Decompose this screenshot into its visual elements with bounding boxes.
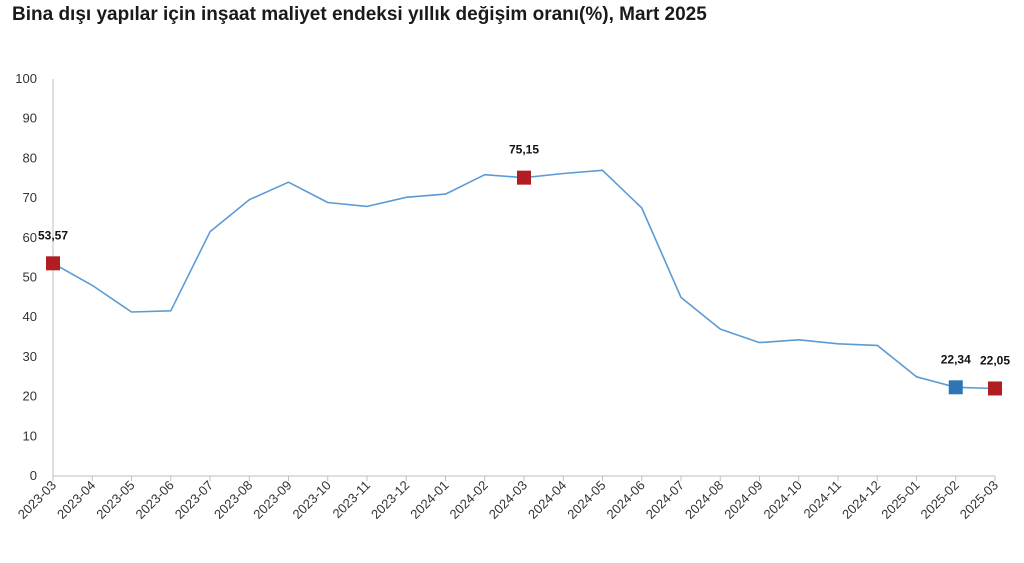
x-axis: 2023-032023-042023-052023-062023-072023-…: [15, 475, 1001, 522]
x-tick-label: 2024-03: [486, 478, 530, 522]
x-tick-label: 2024-12: [839, 478, 883, 522]
data-label: 22,34: [941, 352, 971, 366]
x-tick-label: 2024-02: [447, 478, 491, 522]
y-tick-label: 70: [23, 190, 37, 205]
x-tick-label: 2023-03: [15, 478, 59, 522]
y-tick-label: 0: [30, 468, 37, 483]
chart-title: Bina dışı yapılar için inşaat maliyet en…: [12, 4, 707, 25]
highlight-marker: [988, 381, 1002, 396]
x-tick-label: 2023-08: [211, 478, 255, 522]
x-tick-label: 2025-03: [957, 478, 1001, 522]
x-tick-label: 2023-05: [93, 478, 137, 522]
y-axis: 0 10 20 30 40 50 60 70 80 90 100: [15, 71, 54, 483]
y-tick-label: 30: [23, 349, 37, 364]
x-tick-label: 2023-06: [133, 478, 177, 522]
x-tick-label: 2024-04: [525, 478, 569, 522]
x-tick-label: 2023-10: [290, 478, 334, 522]
data-label: 75,15: [509, 143, 539, 157]
x-tick-label: 2024-08: [682, 478, 726, 522]
x-tick-label: 2024-11: [800, 478, 844, 522]
series-layer: [52, 169, 996, 390]
y-tick-label: 50: [23, 270, 37, 285]
data-label: 22,05: [980, 353, 1010, 367]
highlight-marker: [46, 256, 60, 271]
y-tick-label: 100: [15, 71, 37, 86]
highlight-marker: [517, 170, 531, 185]
y-tick-label: 90: [23, 111, 37, 126]
x-tick-label: 2025-01: [878, 478, 922, 522]
highlight-layer: 53,57 75,15 22,34 22,05: [38, 143, 1010, 396]
y-tick-label: 80: [23, 150, 37, 165]
y-tick-label: 60: [23, 230, 37, 245]
y-tick-label: 20: [23, 389, 37, 404]
x-tick-label: 2024-07: [643, 478, 687, 522]
y-tick-label: 10: [23, 428, 37, 443]
x-tick-label: 2023-11: [329, 478, 373, 522]
x-tick-label: 2024-09: [721, 478, 765, 522]
x-tick-label: 2024-01: [407, 478, 451, 522]
series-line: [52, 169, 996, 390]
x-tick-label: 2025-02: [918, 478, 962, 522]
x-tick-label: 2023-07: [172, 478, 216, 522]
x-tick-label: 2023-04: [54, 478, 98, 522]
y-tick-label: 40: [23, 309, 37, 324]
x-tick-label: 2023-09: [250, 478, 294, 522]
x-tick-label: 2023-12: [368, 478, 412, 522]
data-label: 53,57: [38, 228, 68, 242]
highlight-marker: [948, 380, 963, 395]
x-tick-label: 2024-06: [604, 478, 648, 522]
x-tick-label: 2024-05: [564, 478, 608, 522]
x-tick-label: 2024-10: [761, 478, 805, 522]
